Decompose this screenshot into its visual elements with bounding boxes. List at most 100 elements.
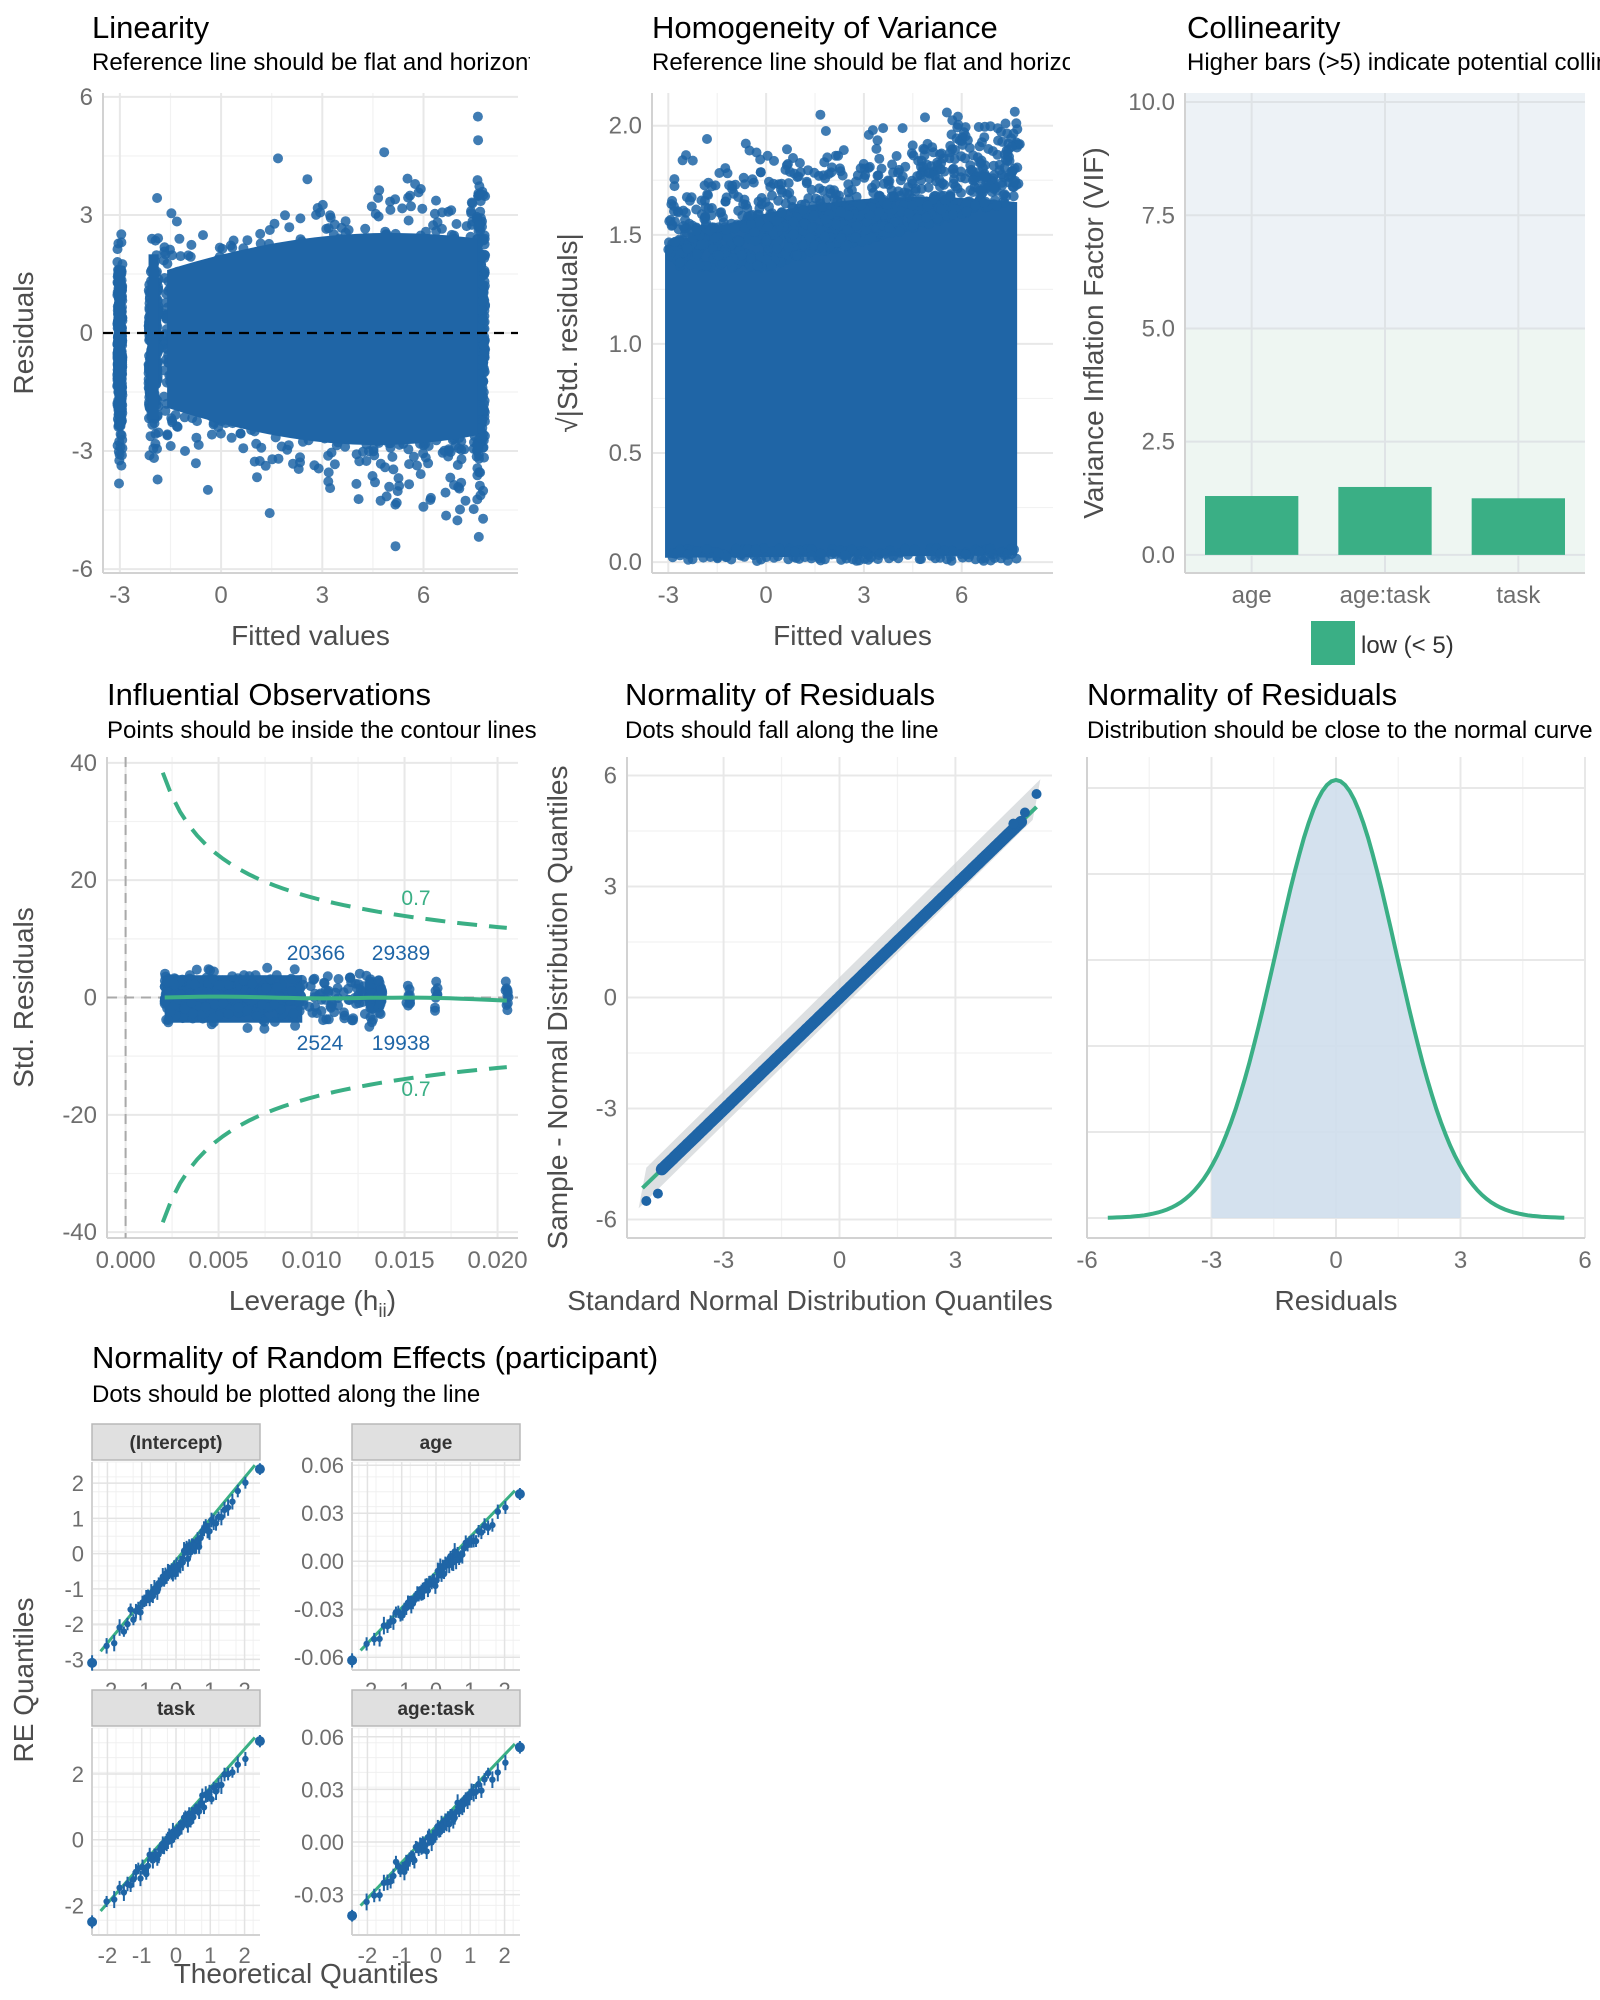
sqrt-residual-point xyxy=(765,181,776,192)
sqrt-residual-point xyxy=(709,232,720,243)
residual-point xyxy=(380,462,390,473)
sqrt-residual-point xyxy=(733,236,744,247)
sqrt-residual-point xyxy=(992,149,1003,160)
sqrt-residual-point xyxy=(819,157,830,168)
sqrt-residual-point xyxy=(696,239,707,250)
sqrt-residual-point xyxy=(884,223,895,233)
sqrt-residual-point xyxy=(960,549,971,560)
residual-point xyxy=(116,460,127,471)
sqrt-residual-point xyxy=(771,243,782,254)
sqrt-residual-point xyxy=(897,123,908,134)
residual-point xyxy=(148,443,159,454)
std-residual-point xyxy=(200,1001,211,1012)
sqrt-residual-point xyxy=(767,546,777,557)
x-axis-title: Leverage (hii) xyxy=(229,1285,396,1322)
point-label: 20366 xyxy=(287,942,345,965)
sqrt-residual-point xyxy=(731,543,742,554)
std-residual-point xyxy=(163,1015,174,1026)
residual-point xyxy=(280,210,290,221)
y-tick-label: -40 xyxy=(62,1219,97,1246)
residual-point xyxy=(475,467,486,478)
residual-point xyxy=(340,441,351,452)
legend-key xyxy=(1311,621,1355,665)
contour-label-lower: 0.7 xyxy=(401,1078,430,1101)
sqrt-residual-point xyxy=(1004,155,1015,166)
sqrt-residual-point xyxy=(806,184,817,195)
y-tick-label: -6 xyxy=(596,1207,617,1234)
x-tick-label: -3 xyxy=(109,582,130,609)
x-axis-title-main: Leverage (h xyxy=(229,1285,378,1316)
y-tick-label: 7.5 xyxy=(1142,202,1175,229)
sqrt-residual-point xyxy=(691,546,702,557)
residual-point xyxy=(351,478,362,489)
residual-point xyxy=(295,452,305,463)
residual-point xyxy=(390,541,401,552)
residual-point xyxy=(374,185,385,196)
y-tick-label: 5.0 xyxy=(1142,315,1175,342)
residual-point xyxy=(326,447,337,458)
std-residual-point xyxy=(262,962,273,973)
residual-point-column xyxy=(114,266,125,412)
x-axis-title: Fitted values xyxy=(231,620,390,651)
residual-point xyxy=(425,492,436,503)
sqrt-residual-point xyxy=(983,144,994,154)
residual-point xyxy=(474,453,484,464)
residual-point xyxy=(403,192,414,203)
residual-point xyxy=(418,501,429,512)
legend-label: low (< 5) xyxy=(1361,632,1454,659)
y-tick-label: 0 xyxy=(604,985,617,1012)
std-residual-point xyxy=(333,974,344,984)
residual-point xyxy=(429,208,440,219)
sqrt-residual-point xyxy=(687,155,698,166)
sqrt-residual-point xyxy=(872,135,883,146)
sqrt-residual-point xyxy=(720,552,731,563)
residual-point xyxy=(456,454,467,465)
point-label: 29389 xyxy=(372,942,430,965)
sqrt-residual-point xyxy=(721,224,732,235)
sqrt-residual-point xyxy=(809,240,820,251)
residual-point xyxy=(431,195,441,206)
sqrt-residual-point xyxy=(705,552,716,562)
sqrt-residual-point xyxy=(926,550,937,561)
residual-point xyxy=(415,469,426,480)
sqrt-residual-point xyxy=(677,155,688,166)
sqrt-residual-point xyxy=(753,196,764,207)
x-tick-label: 3 xyxy=(949,1247,962,1274)
sqrt-residual-point xyxy=(776,207,787,218)
point-label: 19938 xyxy=(372,1032,430,1055)
sqrt-residual-point xyxy=(686,259,697,270)
sqrt-residual-point xyxy=(717,212,728,223)
panel-subtitle: Dots should fall along the line xyxy=(625,717,939,744)
sqrt-residual-point xyxy=(713,250,724,261)
sqrt-residual-point xyxy=(976,155,987,166)
sqrt-residual-point xyxy=(867,125,878,136)
residual-point xyxy=(468,504,479,515)
sqrt-residual-point xyxy=(678,221,689,231)
y-tick-label: 3 xyxy=(80,202,93,229)
residual-point xyxy=(159,246,170,257)
sqrt-residual-point xyxy=(942,554,952,565)
sqrt-residual-point xyxy=(874,207,885,218)
sqrt-residual-point xyxy=(817,242,828,253)
residual-point xyxy=(373,192,384,203)
sqrt-residual-point xyxy=(722,232,733,243)
std-residual-point xyxy=(289,964,300,975)
sqrt-residual-point xyxy=(994,159,1005,170)
sqrt-residual-point xyxy=(752,260,763,271)
std-residual-point xyxy=(345,972,356,983)
sqrt-residual-point xyxy=(832,196,843,207)
sqrt-residual-point xyxy=(985,555,996,566)
std-residual-point xyxy=(298,999,309,1010)
sqrt-residual-point xyxy=(1008,128,1019,139)
panel-title: Collinearity xyxy=(1187,10,1341,45)
residual-point xyxy=(473,135,484,146)
sqrt-residual-point xyxy=(996,553,1006,564)
sqrt-residual-point xyxy=(843,210,854,221)
sqrt-residual-point xyxy=(842,224,853,235)
residual-point xyxy=(238,443,249,454)
std-residual-point xyxy=(287,986,298,996)
std-residual-point xyxy=(373,975,384,986)
residual-point xyxy=(273,153,283,164)
sqrt-residual-point xyxy=(956,188,966,198)
